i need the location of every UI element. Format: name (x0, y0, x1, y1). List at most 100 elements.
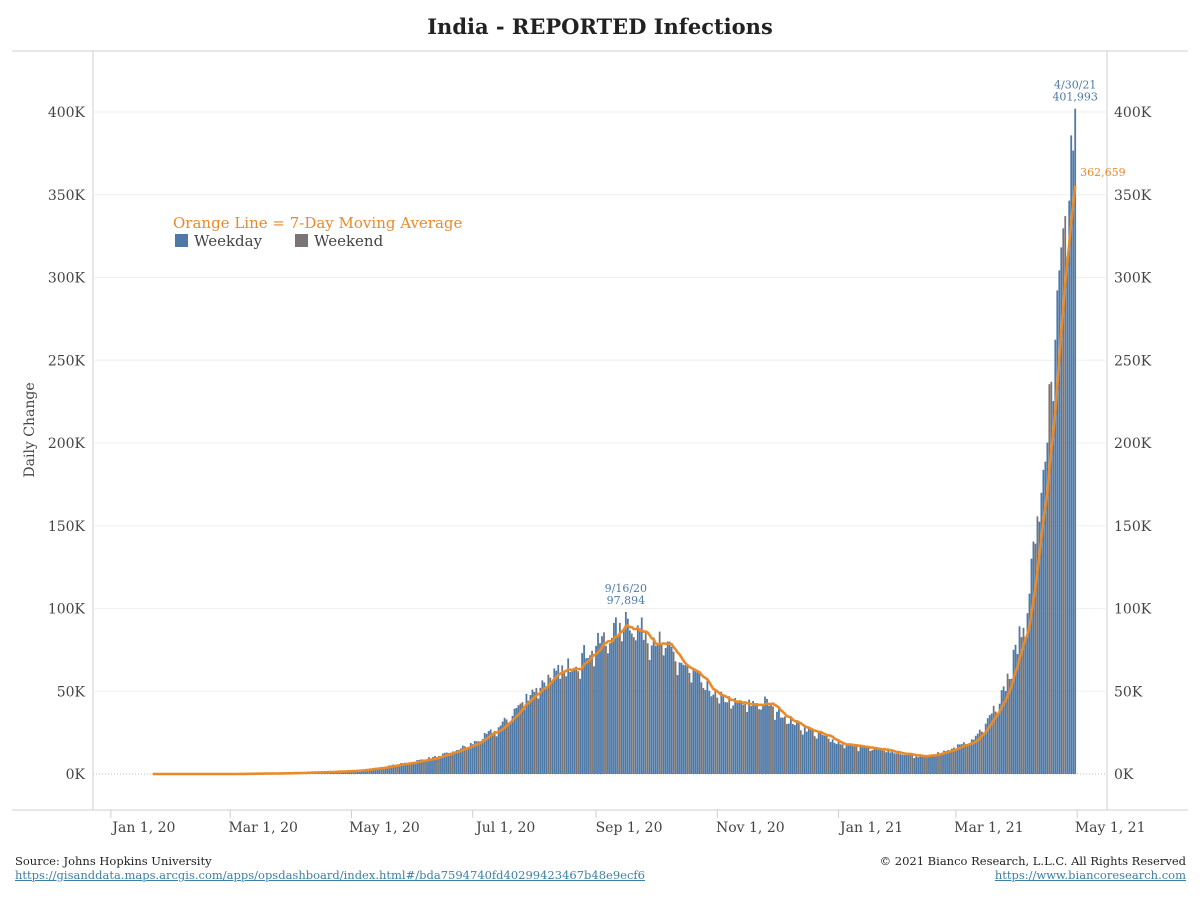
bar (853, 746, 856, 774)
bar (805, 731, 808, 774)
bar (537, 698, 540, 774)
bar (674, 661, 677, 774)
bar (730, 708, 733, 774)
bar (453, 751, 456, 774)
bar (378, 767, 381, 774)
bar (402, 763, 405, 774)
bar (929, 754, 931, 774)
bar (543, 682, 546, 774)
bar (422, 759, 424, 774)
x-tick-label: Sep 1, 20 (596, 820, 663, 836)
bar (565, 676, 568, 774)
bar (603, 632, 605, 774)
bar (970, 739, 973, 774)
bar (563, 671, 566, 774)
bar (885, 752, 888, 774)
x-tick-label: Nov 1, 20 (716, 820, 785, 836)
bar (698, 672, 701, 774)
bar (613, 622, 615, 774)
bar (893, 753, 896, 774)
bar (897, 752, 900, 774)
bar (851, 743, 854, 774)
bar (636, 625, 639, 774)
bar (591, 650, 593, 774)
bar (762, 704, 764, 774)
bar (388, 765, 391, 774)
y-tick-label-left: 300K (48, 271, 86, 287)
bar (1010, 678, 1013, 774)
bar (899, 754, 902, 774)
bar (718, 703, 721, 774)
bar (386, 766, 389, 774)
bar (644, 633, 647, 774)
bar (666, 641, 669, 774)
legend-swatch-weekend (295, 234, 308, 247)
bar (648, 660, 651, 774)
bar (716, 697, 719, 774)
bar (857, 751, 860, 774)
bar (776, 711, 778, 774)
bar (726, 702, 729, 774)
bar (710, 696, 713, 774)
bar (766, 698, 768, 774)
bar (352, 770, 355, 774)
bar (1050, 381, 1053, 774)
bar (841, 744, 844, 774)
y-tick-label-right: 300K (1114, 271, 1152, 287)
bar (370, 769, 373, 774)
bar (368, 769, 371, 774)
bar (449, 752, 452, 774)
source-link[interactable]: https://gisanddata.maps.arcgis.com/apps/… (15, 868, 645, 882)
bar (996, 714, 999, 774)
bar (748, 699, 751, 774)
bar (982, 732, 985, 774)
bar (774, 719, 776, 774)
y-axis-label: Daily Change (22, 382, 38, 477)
bar (1042, 469, 1045, 774)
bar (966, 745, 969, 774)
bar (789, 716, 792, 774)
bar (941, 753, 943, 774)
bar (688, 672, 691, 774)
bar (656, 644, 659, 774)
bar (976, 733, 979, 774)
bar (1072, 150, 1075, 774)
bar (599, 643, 601, 774)
y-tick-label-right: 100K (1114, 602, 1152, 618)
bar (831, 739, 834, 774)
site-link[interactable]: https://www.biancoresearch.com (994, 868, 1186, 882)
legend-label-weekend: Weekend (314, 232, 384, 250)
bar (658, 631, 661, 774)
bar (376, 768, 379, 774)
bar (646, 643, 649, 774)
bar (738, 700, 741, 774)
bar (364, 769, 367, 774)
bar (686, 664, 689, 774)
bar (974, 735, 977, 774)
bar (873, 748, 876, 774)
bar (436, 757, 438, 774)
bar (915, 756, 918, 774)
bar (829, 742, 832, 774)
y-tick-label-left: 100K (48, 602, 86, 618)
bar (545, 686, 548, 774)
bar (416, 760, 418, 774)
bar (579, 678, 582, 774)
bar (1048, 384, 1051, 774)
bar (855, 745, 858, 774)
bar (547, 674, 550, 774)
bar (515, 707, 518, 774)
bar (714, 689, 717, 774)
bar (432, 756, 434, 774)
bar (728, 696, 731, 774)
bar (813, 736, 816, 774)
bar (708, 690, 711, 774)
bar (605, 645, 607, 774)
bar (690, 682, 693, 774)
bar (615, 617, 617, 774)
bar (511, 715, 514, 774)
bar (662, 655, 665, 774)
bar (1012, 649, 1015, 774)
bar (634, 640, 637, 774)
annotation-moving-average-value: 362,659 (1080, 166, 1126, 179)
